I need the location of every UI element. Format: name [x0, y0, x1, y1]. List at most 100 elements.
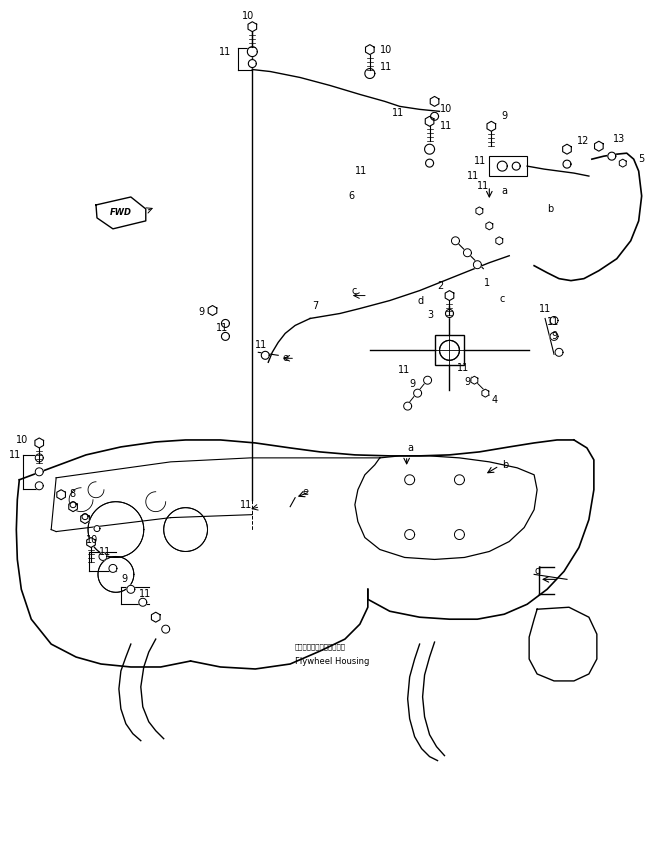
Polygon shape [555, 348, 563, 357]
Text: 7: 7 [312, 301, 318, 310]
Polygon shape [222, 333, 230, 340]
Polygon shape [476, 207, 483, 215]
Polygon shape [414, 389, 422, 397]
Polygon shape [563, 144, 571, 154]
Polygon shape [81, 513, 89, 524]
Polygon shape [496, 237, 502, 245]
Text: 13: 13 [613, 135, 625, 144]
Text: a: a [407, 443, 414, 452]
Polygon shape [94, 525, 100, 531]
Text: 10: 10 [16, 435, 29, 445]
Text: 10: 10 [380, 45, 392, 55]
Polygon shape [35, 454, 43, 462]
Polygon shape [594, 141, 603, 151]
Text: フライホイールハウジング: フライホイールハウジング [295, 644, 346, 650]
Text: 9: 9 [551, 332, 557, 341]
Polygon shape [474, 261, 482, 269]
Text: 11: 11 [255, 340, 268, 351]
Polygon shape [497, 161, 507, 171]
Polygon shape [424, 376, 432, 384]
Polygon shape [405, 530, 415, 540]
Text: FWD: FWD [110, 208, 132, 218]
Text: 6: 6 [348, 191, 354, 201]
Text: 11: 11 [380, 62, 392, 71]
Text: d: d [418, 296, 424, 306]
Text: 11: 11 [398, 365, 410, 375]
Text: 9: 9 [121, 574, 127, 584]
Polygon shape [222, 320, 230, 327]
Polygon shape [445, 291, 454, 301]
Polygon shape [608, 153, 616, 160]
Polygon shape [164, 507, 207, 551]
Text: 3: 3 [428, 310, 434, 321]
Polygon shape [563, 160, 571, 168]
Polygon shape [424, 144, 434, 154]
Polygon shape [512, 162, 520, 170]
Text: 10: 10 [242, 11, 255, 21]
Polygon shape [425, 117, 434, 126]
Polygon shape [87, 537, 95, 548]
Polygon shape [455, 530, 464, 540]
Text: c: c [352, 285, 358, 296]
Polygon shape [247, 46, 257, 57]
Text: c: c [499, 294, 504, 303]
Polygon shape [152, 612, 160, 622]
Polygon shape [550, 333, 558, 340]
Polygon shape [139, 598, 147, 606]
Text: 2: 2 [438, 280, 444, 291]
Text: 11: 11 [474, 156, 487, 166]
Polygon shape [99, 553, 107, 560]
Text: d: d [534, 566, 541, 577]
Text: 4: 4 [491, 395, 497, 405]
Polygon shape [162, 625, 170, 633]
Polygon shape [426, 159, 434, 167]
Bar [489, 156, 527, 176]
Polygon shape [35, 468, 43, 476]
Polygon shape [96, 197, 146, 229]
Polygon shape [261, 351, 269, 359]
Text: 10: 10 [440, 105, 452, 114]
Text: 9: 9 [199, 308, 205, 317]
Polygon shape [430, 96, 439, 106]
Bar [434, 335, 464, 365]
Text: 10: 10 [86, 535, 98, 544]
Polygon shape [482, 389, 489, 397]
Text: 11: 11 [478, 181, 489, 191]
Text: 11: 11 [392, 108, 404, 118]
Text: 5: 5 [639, 154, 645, 165]
Polygon shape [430, 112, 438, 120]
Text: 9: 9 [501, 111, 507, 122]
Polygon shape [109, 565, 117, 572]
Polygon shape [248, 21, 256, 32]
Polygon shape [82, 513, 88, 519]
Text: Flywheel Housing: Flywheel Housing [295, 656, 369, 666]
Polygon shape [35, 482, 43, 489]
Polygon shape [249, 60, 256, 68]
Polygon shape [455, 475, 464, 485]
Text: 11: 11 [457, 363, 470, 374]
Text: 11: 11 [468, 171, 480, 181]
Text: 11: 11 [547, 317, 560, 327]
Text: 11: 11 [355, 166, 367, 176]
Polygon shape [35, 438, 43, 448]
Text: b: b [502, 460, 508, 470]
Polygon shape [619, 159, 626, 167]
Polygon shape [405, 475, 415, 485]
Polygon shape [57, 489, 66, 500]
Text: 11: 11 [99, 548, 112, 557]
Text: 12: 12 [577, 136, 589, 147]
Text: 11: 11 [218, 46, 231, 57]
Text: 9: 9 [409, 379, 416, 389]
Text: e: e [302, 487, 308, 497]
Polygon shape [208, 306, 216, 315]
Text: 11: 11 [240, 500, 253, 510]
Text: 11: 11 [539, 303, 551, 314]
Text: 8: 8 [69, 488, 75, 499]
Text: 11: 11 [215, 323, 228, 333]
Polygon shape [445, 309, 453, 317]
Text: 11: 11 [440, 122, 452, 131]
Polygon shape [440, 340, 459, 360]
Polygon shape [403, 402, 412, 411]
Polygon shape [70, 501, 76, 507]
Polygon shape [487, 122, 496, 131]
